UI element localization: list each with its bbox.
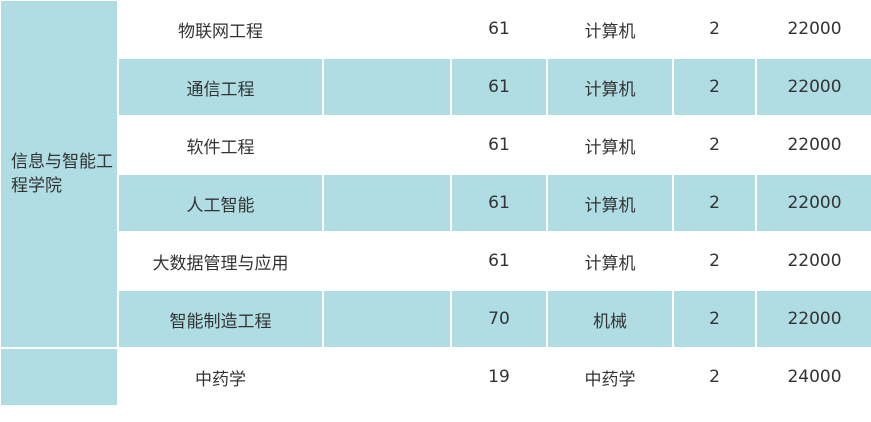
years-cell: 2 <box>672 115 757 175</box>
fee-cell: 22000 <box>755 231 871 291</box>
major-cell: 通信工程 <box>117 57 324 117</box>
years-cell: 2 <box>672 347 757 407</box>
years-cell: 2 <box>672 0 757 59</box>
score-cell: 61 <box>450 231 548 291</box>
major-cell: 智能制造工程 <box>117 289 324 349</box>
extra-cell <box>322 57 452 117</box>
table-row: 大数据管理与应用 61 计算机 2 22000 <box>0 231 871 291</box>
table-row: 通信工程 61 计算机 2 22000 <box>0 57 871 117</box>
fee-cell: 22000 <box>755 57 871 117</box>
category-cell: 计算机 <box>546 173 674 233</box>
table-row: 中药学 19 中药学 2 24000 <box>0 347 871 407</box>
extra-cell <box>322 0 452 59</box>
fee-cell: 22000 <box>755 0 871 59</box>
major-cell: 人工智能 <box>117 173 324 233</box>
score-cell: 61 <box>450 0 548 59</box>
major-cell: 软件工程 <box>117 115 324 175</box>
score-cell: 61 <box>450 115 548 175</box>
category-cell: 计算机 <box>546 115 674 175</box>
category-cell: 计算机 <box>546 231 674 291</box>
score-cell: 70 <box>450 289 548 349</box>
fee-cell: 22000 <box>755 115 871 175</box>
years-cell: 2 <box>672 57 757 117</box>
table-row: 智能制造工程 70 机械 2 22000 <box>0 289 871 349</box>
extra-cell <box>322 173 452 233</box>
category-cell: 中药学 <box>546 347 674 407</box>
tuition-table: 信息与智能工程学院 物联网工程 61 计算机 2 22000 通信工程 61 计算机 2 22000… <box>0 0 871 407</box>
table-row: 信息与智能工程学院 物联网工程 61 计算机 2 22000 <box>0 0 871 349</box>
major-cell: 中药学 <box>117 347 324 407</box>
score-cell: 61 <box>450 57 548 117</box>
years-cell: 2 <box>672 231 757 291</box>
table-row: 软件工程 61 计算机 2 22000 <box>0 115 871 175</box>
college-cell: 信息与智能工程学院 <box>0 0 119 349</box>
extra-cell <box>322 347 452 407</box>
years-cell: 2 <box>672 173 757 233</box>
extra-cell <box>322 289 452 349</box>
extra-cell <box>322 231 452 291</box>
category-cell: 机械 <box>546 289 674 349</box>
score-cell: 61 <box>450 173 548 233</box>
major-cell: 物联网工程 <box>117 0 324 59</box>
fee-cell: 24000 <box>755 347 871 407</box>
fee-cell: 22000 <box>755 289 871 349</box>
category-cell: 计算机 <box>546 0 674 59</box>
score-cell: 19 <box>450 347 548 407</box>
table-row: 人工智能 61 计算机 2 22000 <box>0 173 871 233</box>
college-cell <box>0 347 119 407</box>
major-cell: 大数据管理与应用 <box>117 231 324 291</box>
fee-cell: 22000 <box>755 173 871 233</box>
category-cell: 计算机 <box>546 57 674 117</box>
extra-cell <box>322 115 452 175</box>
years-cell: 2 <box>672 289 757 349</box>
